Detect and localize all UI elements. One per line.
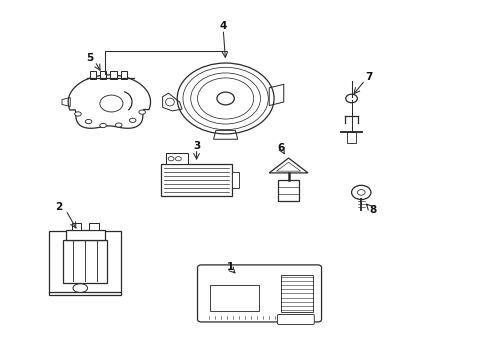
Circle shape xyxy=(352,185,371,199)
Ellipse shape xyxy=(116,123,122,127)
Bar xyxy=(66,230,104,240)
Bar xyxy=(63,240,107,283)
Bar xyxy=(89,222,98,230)
Text: 5: 5 xyxy=(86,53,94,63)
Text: 2: 2 xyxy=(55,202,62,212)
Ellipse shape xyxy=(129,118,136,122)
Bar xyxy=(110,71,117,78)
Bar xyxy=(49,231,122,293)
Bar xyxy=(210,285,259,311)
Bar xyxy=(281,275,313,312)
FancyBboxPatch shape xyxy=(197,265,321,322)
Text: 4: 4 xyxy=(220,21,227,31)
Circle shape xyxy=(175,157,181,161)
Ellipse shape xyxy=(100,123,106,128)
FancyBboxPatch shape xyxy=(277,315,314,324)
Circle shape xyxy=(168,157,174,161)
Bar xyxy=(161,164,232,196)
Bar xyxy=(232,172,239,188)
Ellipse shape xyxy=(74,112,81,116)
Text: 7: 7 xyxy=(365,72,372,82)
Bar xyxy=(121,71,127,78)
Text: 1: 1 xyxy=(227,262,234,272)
Ellipse shape xyxy=(139,110,146,114)
Bar xyxy=(278,180,299,201)
Text: 8: 8 xyxy=(370,205,377,215)
Polygon shape xyxy=(269,158,308,173)
Ellipse shape xyxy=(85,120,92,124)
Bar xyxy=(49,292,122,295)
Bar xyxy=(72,222,81,230)
Text: 6: 6 xyxy=(278,143,285,153)
Text: 3: 3 xyxy=(193,141,200,151)
Bar xyxy=(166,153,188,164)
Bar xyxy=(100,71,106,78)
Bar xyxy=(90,71,96,78)
Bar xyxy=(347,132,356,143)
